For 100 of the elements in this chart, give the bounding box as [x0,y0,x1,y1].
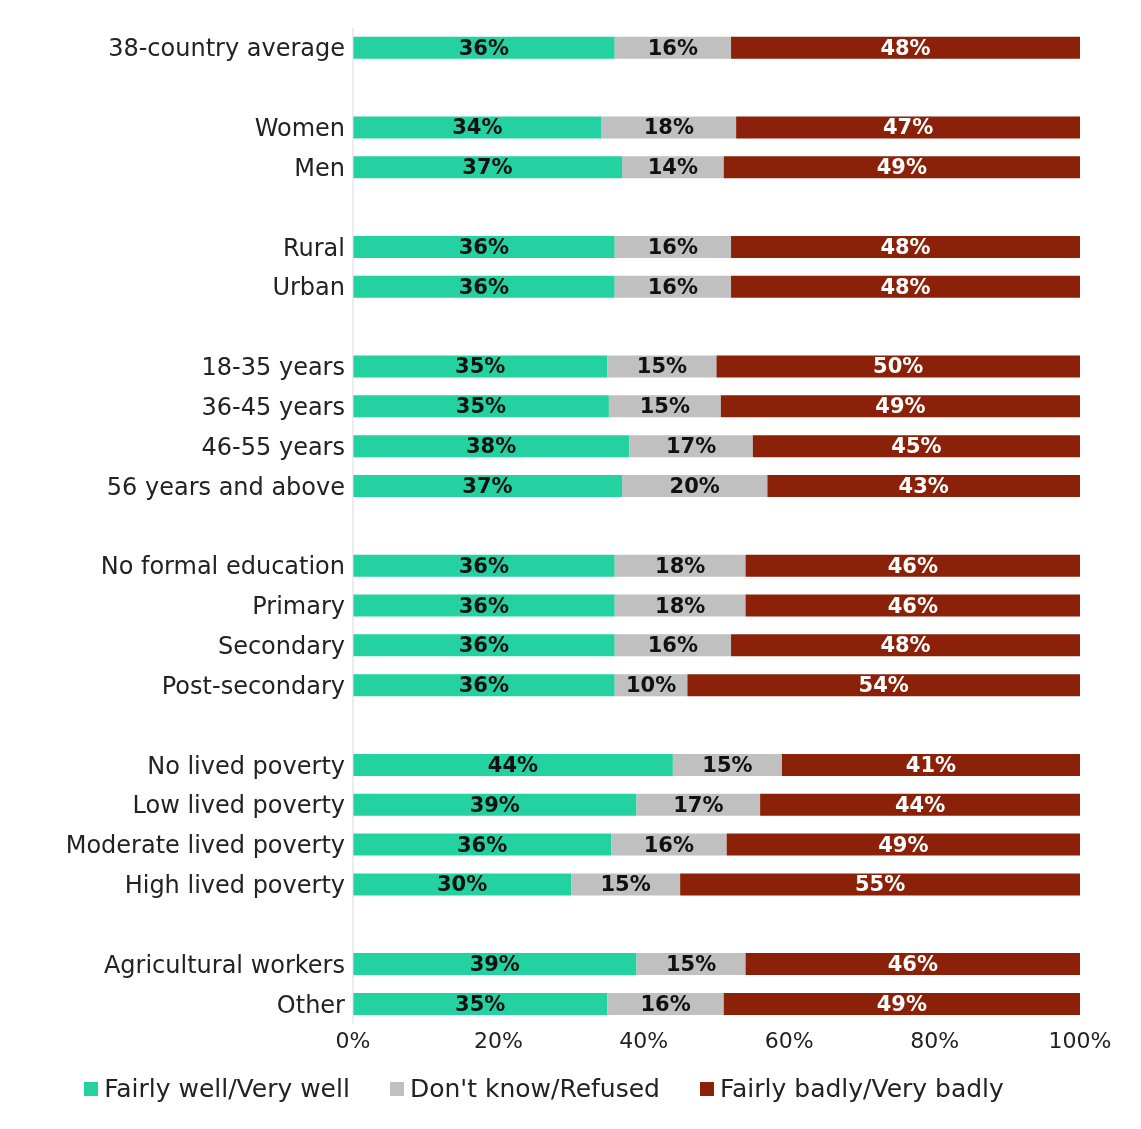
y-tick-label: Post-secondary [161,671,345,700]
y-tick-label: Men [294,153,345,182]
bar [353,594,615,617]
data-label: 49% [875,394,926,419]
bar [745,953,1080,976]
data-label: 36% [458,553,509,578]
data-label: 18% [655,593,706,618]
bar [736,116,1080,139]
bar [731,235,1080,258]
data-label: 45% [891,434,942,459]
bar [745,594,1080,617]
bar [353,674,615,697]
y-tick-label: Low lived poverty [132,791,345,820]
data-label: 16% [647,274,699,299]
data-label: 39% [469,792,520,817]
data-label: 36% [458,593,509,618]
bar [353,156,622,179]
data-label: 44% [894,792,946,817]
bar [726,833,1080,856]
bar [353,475,622,497]
data-label: 16% [643,832,695,857]
data-label: 10% [625,673,677,698]
y-tick-label: 38-country average [108,34,345,63]
bar [767,475,1080,497]
y-tick-label: Rural [282,233,345,262]
data-label: 37% [462,474,513,498]
bar [353,833,612,856]
data-label: 46% [887,952,938,977]
y-tick-label: Primary [252,592,345,621]
bar [353,275,615,298]
data-label: 17% [673,792,724,817]
bar [353,395,609,418]
data-label: 48% [880,274,931,299]
bar [731,275,1080,298]
bar [723,156,1080,179]
x-tick-label: 40% [619,1027,669,1053]
data-label: 49% [878,832,929,857]
bar [353,435,630,458]
data-label: 20% [669,474,720,498]
data-label: 18% [643,115,695,140]
bar [760,793,1080,816]
bar [723,992,1080,1015]
data-label: 16% [647,234,699,259]
y-tick-label: No lived poverty [147,751,345,780]
data-label: 36% [458,234,509,259]
bar [353,36,615,59]
bar [752,435,1080,458]
data-label: 34% [452,115,503,140]
data-label: 16% [647,35,699,60]
bar [687,674,1080,697]
data-label: 41% [905,752,957,777]
bar [716,355,1080,378]
y-tick-label: 36-45 years [201,393,345,421]
bar [353,992,608,1015]
data-label: 54% [858,673,909,698]
x-tick-label: 60% [764,1027,814,1053]
data-label: 47% [882,115,934,140]
y-tick-label: High lived poverty [124,871,345,900]
bar [745,554,1080,577]
y-tick-label: Agricultural workers [103,950,345,979]
data-label: 49% [876,991,928,1016]
data-label: 14% [647,155,699,180]
data-label: 50% [873,354,924,379]
data-label: 36% [458,673,509,698]
bar [353,873,572,896]
data-label: 49% [876,155,928,180]
data-label: 48% [880,234,931,259]
bar [680,873,1080,896]
legend-label: Fairly well/Very well [103,1074,350,1103]
data-label: 16% [640,991,691,1016]
x-tick-label: 20% [473,1027,523,1053]
bar [353,634,615,657]
legend-label: Fairly badly/Very badly [718,1074,1004,1103]
bar [353,554,615,577]
y-tick-label: Urban [272,273,345,302]
bar [353,793,637,816]
data-label: 48% [880,35,931,60]
data-label: 46% [887,593,938,618]
data-label: 43% [898,474,949,498]
data-label: 35% [455,991,506,1016]
data-label: 36% [458,274,509,299]
data-label: 17% [665,434,717,459]
legend-label: Don't know/Refused [408,1074,660,1103]
y-tick-label: 18-35 years [201,353,345,382]
data-label: 46% [887,553,938,578]
data-label: 15% [702,752,753,777]
data-label: 30% [436,872,488,897]
bar [353,953,637,976]
data-label: 55% [854,872,906,897]
y-tick-label: 46-55 years [201,432,345,461]
bar [720,395,1080,418]
bar [781,753,1080,776]
data-label: 15% [639,394,691,419]
data-label: 36% [458,35,509,60]
data-label: 36% [458,633,509,658]
x-tick-label: 80% [910,1027,960,1053]
data-label: 35% [455,394,507,419]
data-label: 37% [462,155,513,180]
y-tick-label: Women [254,114,345,143]
data-label: 35% [455,354,506,379]
